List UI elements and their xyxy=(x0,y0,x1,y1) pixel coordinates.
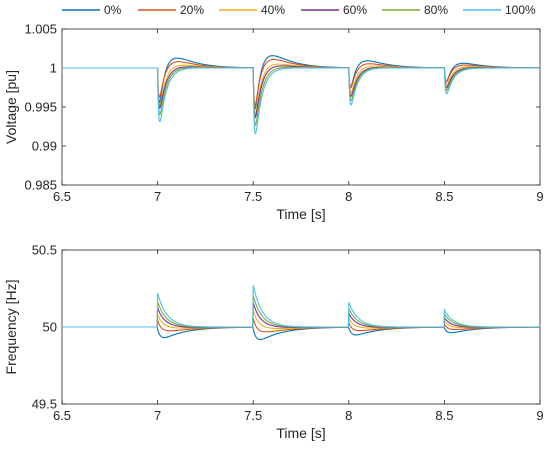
legend-label: 60% xyxy=(343,3,367,17)
x-tick-label: 6.5 xyxy=(53,408,71,423)
y-tick-label: 50.5 xyxy=(32,243,57,258)
y-tick-label: 1.005 xyxy=(24,22,57,37)
y-tick-label: 0.985 xyxy=(24,178,57,193)
voltage-plot: 6.5 7 7.5 8 8.5 9 0.985 0.99 0.995 1 1.005 Time [s]… xyxy=(3,22,544,223)
x-tick-label: 8.5 xyxy=(435,189,453,204)
x-tick-label: 6.5 xyxy=(53,189,71,204)
y-tick-label: 50 xyxy=(43,320,57,335)
x-tick-label: 7.5 xyxy=(244,408,262,423)
legend-label: 0% xyxy=(104,3,122,17)
x-tick-label: 7.5 xyxy=(244,189,262,204)
y-axis-label: Voltage [pu] xyxy=(3,70,19,144)
frequency-plot: 6.5 7 7.5 8 8.5 9 49.5 50 50.5 Time [s] Frequency … xyxy=(3,243,544,442)
legend-label: 20% xyxy=(180,3,204,17)
x-tick-label: 8.5 xyxy=(435,408,453,423)
x-tick-label: 9 xyxy=(536,408,543,423)
x-axis-label: Time [s] xyxy=(276,425,325,441)
y-tick-label: 0.995 xyxy=(24,100,57,115)
x-tick-label: 8 xyxy=(345,189,352,204)
x-tick-label: 7 xyxy=(154,408,161,423)
series-line-100pct xyxy=(62,285,540,328)
y-tick-label: 49.5 xyxy=(32,397,57,412)
y-tick-label: 0.99 xyxy=(32,139,57,154)
y-tick-label: 1 xyxy=(50,61,57,76)
y-axis-label: Frequency [Hz] xyxy=(3,280,19,375)
axes-frame xyxy=(61,28,541,186)
legend-label: 100% xyxy=(505,3,536,17)
x-tick-label: 9 xyxy=(536,189,543,204)
series-line-100pct xyxy=(62,67,540,135)
x-tick-label: 7 xyxy=(154,189,161,204)
legend-label: 80% xyxy=(424,3,448,17)
legend: 0% 20% 40% 60% 80% 100% xyxy=(62,3,536,17)
x-axis-label: Time [s] xyxy=(276,206,325,222)
x-tick-label: 8 xyxy=(345,408,352,423)
legend-label: 40% xyxy=(261,3,285,17)
